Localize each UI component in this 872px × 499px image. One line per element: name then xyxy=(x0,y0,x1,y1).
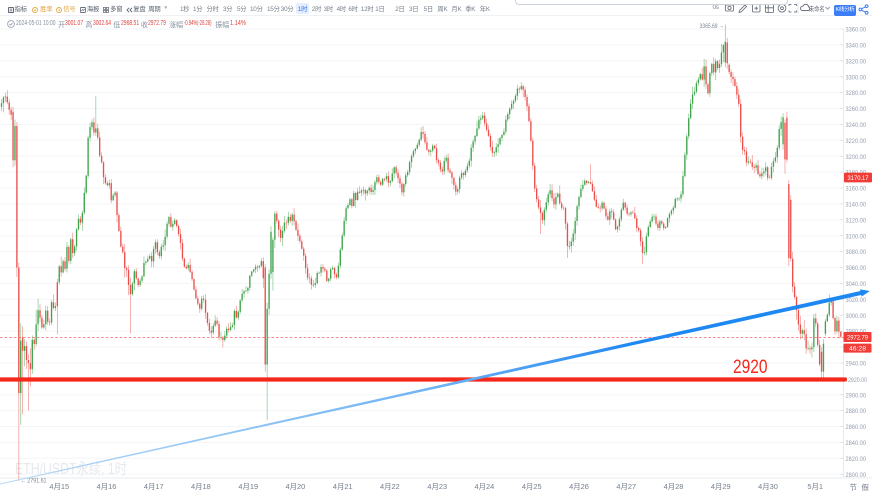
svg-text:4月21: 4月21 xyxy=(333,482,353,491)
svg-text:4月24: 4月24 xyxy=(475,482,495,491)
svg-text:← 2791.61: ← 2791.61 xyxy=(21,478,47,485)
svg-text:3170.17: 3170.17 xyxy=(848,175,869,182)
svg-text:3300.00: 3300.00 xyxy=(846,74,867,81)
svg-text:2800.00: 2800.00 xyxy=(846,472,867,479)
svg-text:2920.00: 2920.00 xyxy=(848,377,867,384)
svg-text:3000.00: 3000.00 xyxy=(846,313,867,320)
svg-text:3320.00: 3320.00 xyxy=(846,58,867,65)
svg-text:3020.00: 3020.00 xyxy=(846,297,867,304)
svg-text:4月29: 4月29 xyxy=(711,482,731,491)
svg-text:4月27: 4月27 xyxy=(616,482,636,491)
svg-text:4月26: 4月26 xyxy=(569,482,589,491)
svg-text:4月30: 4月30 xyxy=(758,482,778,491)
svg-text:2972.79: 2972.79 xyxy=(847,334,868,341)
svg-text:5月1: 5月1 xyxy=(807,482,823,491)
svg-text:2920: 2920 xyxy=(733,356,768,378)
svg-text:3240.00: 3240.00 xyxy=(846,122,867,129)
svg-text:3200.00: 3200.00 xyxy=(846,154,867,161)
svg-text:3060.00: 3060.00 xyxy=(846,265,867,272)
svg-text:假: 假 xyxy=(862,483,870,492)
svg-text:ETH/USDT永续, 1时: ETH/USDT永续, 1时 xyxy=(15,460,127,478)
svg-text:2860.00: 2860.00 xyxy=(846,424,867,431)
svg-text:3220.00: 3220.00 xyxy=(846,138,867,145)
svg-text:3040.00: 3040.00 xyxy=(846,281,867,288)
svg-text:3120.00: 3120.00 xyxy=(846,217,867,224)
svg-text:节: 节 xyxy=(850,483,857,492)
svg-text:未命名: 未命名 xyxy=(809,4,825,13)
svg-text:4月22: 4月22 xyxy=(380,482,400,491)
svg-text:4月17: 4月17 xyxy=(144,482,164,491)
svg-text:4月23: 4月23 xyxy=(427,482,447,491)
svg-text:2840.00: 2840.00 xyxy=(846,440,867,447)
svg-text:2880.00: 2880.00 xyxy=(846,408,867,415)
svg-text:3080.00: 3080.00 xyxy=(846,249,867,256)
svg-text:2900.00: 2900.00 xyxy=(846,392,867,399)
svg-text:4月19: 4月19 xyxy=(238,482,258,491)
svg-text:3260.00: 3260.00 xyxy=(846,106,867,113)
svg-text:2940.00: 2940.00 xyxy=(846,361,867,368)
svg-text:3280.00: 3280.00 xyxy=(846,90,867,97)
svg-text:4月28: 4月28 xyxy=(664,482,684,491)
svg-text:3100.00: 3100.00 xyxy=(846,233,867,240)
svg-text:4月20: 4月20 xyxy=(286,482,306,491)
svg-text:4月15: 4月15 xyxy=(49,482,69,491)
svg-text:3160.00: 3160.00 xyxy=(846,186,867,193)
svg-text:3360.00: 3360.00 xyxy=(846,27,867,34)
svg-text:4月16: 4月16 xyxy=(97,482,117,491)
svg-text:4月18: 4月18 xyxy=(191,482,211,491)
svg-text:3140.00: 3140.00 xyxy=(846,202,867,209)
svg-text:3340.00: 3340.00 xyxy=(846,43,867,50)
svg-text:4月25: 4月25 xyxy=(522,482,542,491)
svg-text:3365.69 →: 3365.69 → xyxy=(700,23,725,30)
svg-text:46:28: 46:28 xyxy=(849,345,866,352)
svg-text:2820.00: 2820.00 xyxy=(846,456,867,463)
